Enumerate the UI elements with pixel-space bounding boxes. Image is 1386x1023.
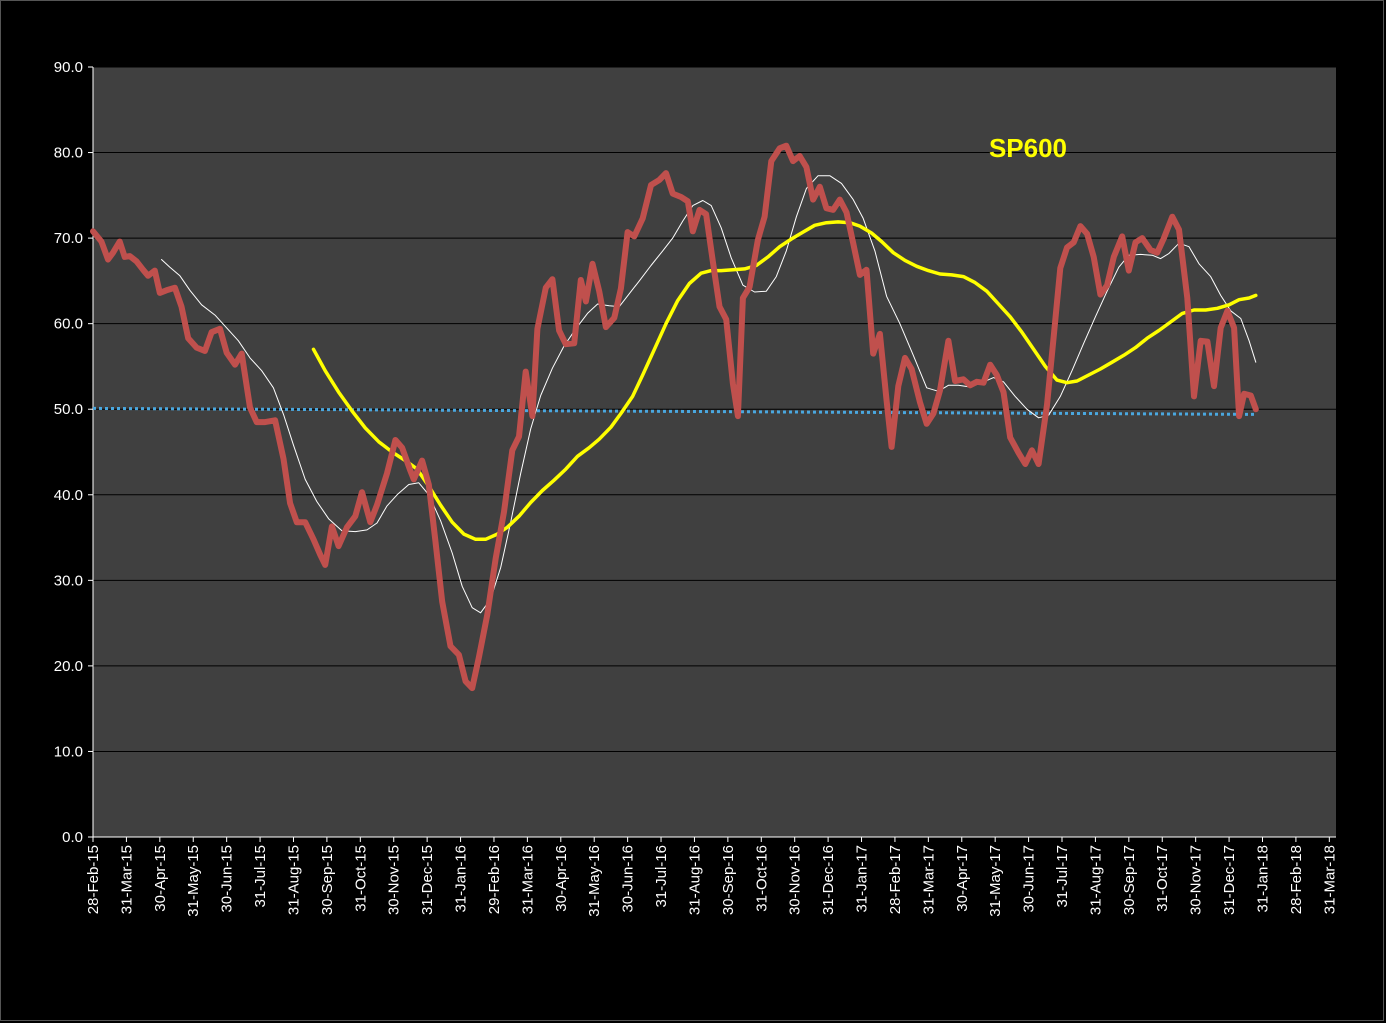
y-tick-label: 10.0: [54, 743, 83, 760]
x-tick-label: 31-Jan-17: [854, 845, 871, 913]
y-tick-label: 20.0: [54, 658, 83, 675]
x-tick-label: 28-Feb-17: [887, 845, 904, 914]
x-tick-label: 31-Dec-15: [419, 845, 436, 915]
x-tick-label: 31-Mar-15: [118, 845, 135, 914]
x-tick-label: 30-Nov-16: [787, 845, 804, 915]
y-tick-label: 60.0: [54, 316, 83, 333]
x-tick-label: 31-Oct-17: [1154, 845, 1171, 912]
y-tick-label: 30.0: [54, 572, 83, 589]
x-tick-label: 31-Jul-16: [653, 845, 670, 908]
series-line-50-reference-line: [92, 406, 1256, 416]
x-tick-label: 30-Jun-15: [219, 845, 236, 913]
x-tick-label: 31-Oct-16: [753, 845, 770, 912]
x-tick-label: 31-Dec-16: [820, 845, 837, 915]
x-tick-label: 30-Jun-17: [1021, 845, 1038, 913]
x-tick-label: 31-Aug-17: [1087, 845, 1104, 915]
x-tick-label: 30-Apr-15: [152, 845, 169, 912]
x-tick-label: 30-Sep-17: [1121, 845, 1138, 915]
y-tick-label: 80.0: [54, 145, 83, 162]
chart-title: SP600: [989, 133, 1067, 163]
x-axis: 28-Feb-15 31-Mar-15 30-Apr-15 31-May-15 30-J…: [85, 836, 1338, 917]
y-axis: 0.0 10.0 20.0 30.0 40.0 50.0 60.0 70.0 80.0 90.0: [54, 59, 94, 846]
x-tick-label: 31-May-17: [987, 845, 1004, 917]
series-line-sp600-breadth: [90, 142, 1259, 692]
y-tick-label: 50.0: [54, 401, 83, 418]
series-layer: [90, 142, 1259, 692]
x-tick-label: 30-Apr-16: [553, 845, 570, 912]
y-tick-label: 40.0: [54, 487, 83, 504]
x-tick-label: 31-Jul-15: [252, 845, 269, 908]
plot-area: [93, 67, 1336, 837]
x-tick-label: 31-Jul-17: [1054, 845, 1071, 908]
x-tick-label: 28-Feb-18: [1288, 845, 1305, 914]
x-tick-label: 31-Mar-16: [519, 845, 536, 914]
series-line-short-moving-average: [161, 175, 1257, 614]
x-tick-label: 30-Apr-17: [954, 845, 971, 912]
y-tick-label: 0.0: [62, 829, 83, 846]
x-tick-label: 28-Feb-15: [85, 845, 102, 914]
x-tick-label: 31-Mar-17: [920, 845, 937, 914]
x-tick-label: 31-Oct-15: [352, 845, 369, 912]
x-tick-label: 31-Dec-17: [1221, 845, 1238, 915]
x-tick-label: 31-Aug-16: [686, 845, 703, 915]
y-tick-label: 90.0: [54, 59, 83, 76]
x-tick-label: 31-May-15: [185, 845, 202, 917]
x-tick-label: 30-Nov-15: [386, 845, 403, 915]
series-line-long-moving-average: [311, 220, 1258, 542]
x-tick-label: 30-Nov-17: [1188, 845, 1205, 915]
x-tick-label: 31-Jan-16: [453, 845, 470, 913]
x-tick-label: 30-Sep-16: [720, 845, 737, 915]
x-tick-label: 31-Aug-15: [285, 845, 302, 915]
x-tick-label: 29-Feb-16: [486, 845, 503, 914]
x-tick-label: 30-Jun-16: [620, 845, 637, 913]
x-tick-label: 31-May-16: [586, 845, 603, 917]
x-tick-label: 30-Sep-15: [319, 845, 336, 915]
x-tick-label: 31-Mar-18: [1321, 845, 1338, 914]
x-tick-label: 31-Jan-18: [1254, 845, 1271, 913]
y-tick-label: 70.0: [54, 230, 83, 247]
